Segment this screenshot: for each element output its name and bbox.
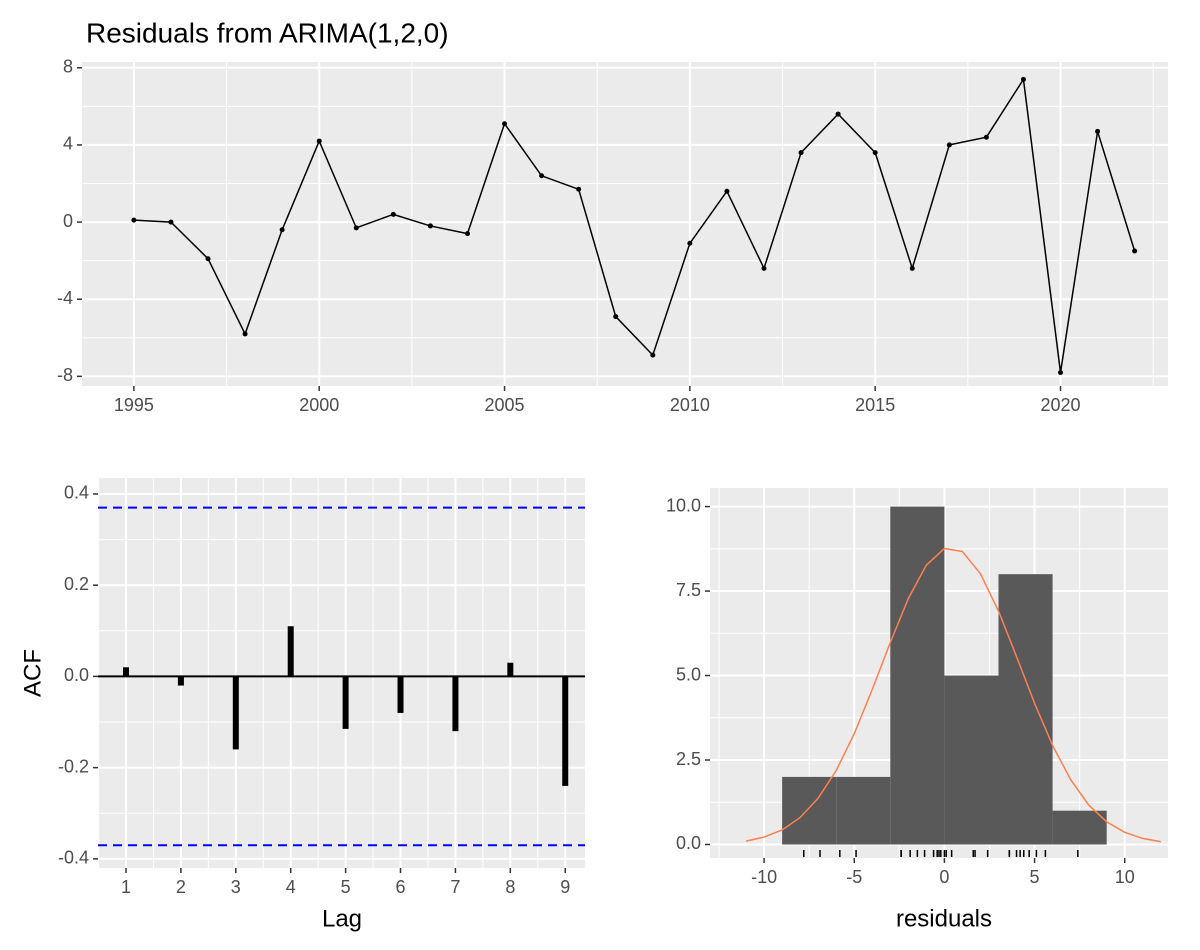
residual-point bbox=[650, 352, 656, 358]
histogram-bar bbox=[890, 506, 945, 845]
x-tick-label: 5 bbox=[1030, 867, 1040, 887]
y-tick-label: 0.4 bbox=[64, 483, 89, 503]
y-tick-label: 10.0 bbox=[666, 495, 701, 515]
x-tick-label: 2000 bbox=[299, 395, 339, 415]
residual-point bbox=[724, 188, 730, 194]
residual-point bbox=[168, 219, 174, 225]
panel bbox=[98, 478, 585, 868]
acf-bar bbox=[232, 676, 239, 750]
x-tick-label: 2005 bbox=[485, 395, 525, 415]
residual-line bbox=[133, 77, 1136, 373]
residual-point bbox=[502, 121, 508, 127]
residual-point bbox=[872, 150, 878, 156]
residual-point bbox=[242, 331, 248, 337]
y-tick-label: 2.5 bbox=[676, 749, 701, 769]
x-tick-label: 10 bbox=[1115, 867, 1135, 887]
residual-point bbox=[390, 211, 396, 217]
x-tick-label: 0 bbox=[939, 867, 949, 887]
x-axis-title: residuals bbox=[896, 905, 992, 932]
histogram-bar bbox=[836, 776, 891, 845]
residual-point bbox=[946, 142, 952, 148]
x-tick-label: 2015 bbox=[855, 395, 895, 415]
x-axis-title: Lag bbox=[322, 905, 362, 932]
histogram-bar bbox=[998, 574, 1053, 845]
x-tick-label: 2 bbox=[176, 877, 186, 897]
residual-point bbox=[279, 227, 285, 233]
residual-point bbox=[576, 186, 582, 192]
x-tick-label: 4 bbox=[286, 877, 296, 897]
residual-point bbox=[464, 231, 470, 237]
residual-point bbox=[1058, 370, 1064, 375]
y-tick-label: 5.0 bbox=[676, 664, 701, 684]
residual-point bbox=[835, 111, 841, 117]
acf-bar bbox=[562, 676, 569, 786]
x-tick-label: -5 bbox=[846, 867, 862, 887]
y-tick-label: 4 bbox=[63, 134, 73, 154]
x-tick-label: 5 bbox=[341, 877, 351, 897]
x-tick-label: 8 bbox=[505, 877, 515, 897]
residual-point bbox=[1020, 76, 1026, 82]
x-tick-label: 9 bbox=[560, 877, 570, 897]
residual-point bbox=[983, 134, 989, 140]
y-tick-label: -0.4 bbox=[58, 848, 89, 868]
residual-point bbox=[798, 150, 804, 156]
residual-point bbox=[613, 314, 619, 320]
x-tick-label: 1 bbox=[121, 877, 131, 897]
x-tick-label: 6 bbox=[396, 877, 406, 897]
panel bbox=[82, 62, 1168, 386]
acf-bar bbox=[452, 676, 459, 732]
chart-title: Residuals from ARIMA(1,2,0) bbox=[86, 17, 449, 48]
y-tick-label: 7.5 bbox=[676, 580, 701, 600]
y-tick-label: -8 bbox=[57, 365, 73, 385]
residual-point bbox=[1132, 248, 1138, 254]
residual-point bbox=[205, 256, 211, 262]
y-tick-label: 0 bbox=[63, 211, 73, 231]
histogram-bar bbox=[782, 776, 837, 845]
residual-point bbox=[427, 223, 433, 229]
y-tick-label: 8 bbox=[63, 57, 73, 77]
residual-point bbox=[539, 173, 545, 179]
x-tick-label: 2020 bbox=[1040, 395, 1080, 415]
acf-bar bbox=[123, 667, 130, 677]
y-tick-label: 0.0 bbox=[64, 665, 89, 685]
y-tick-label: -0.2 bbox=[58, 756, 89, 776]
residual-point bbox=[909, 265, 915, 271]
acf-bar bbox=[397, 676, 404, 713]
histogram-bar bbox=[1052, 810, 1107, 845]
x-tick-label: -10 bbox=[751, 867, 777, 887]
y-tick-label: 0.2 bbox=[64, 574, 89, 594]
normal-curve bbox=[745, 547, 1161, 843]
x-tick-label: 7 bbox=[450, 877, 460, 897]
residual-point bbox=[687, 240, 693, 246]
x-tick-label: 3 bbox=[231, 877, 241, 897]
acf-bar bbox=[507, 662, 514, 677]
y-tick-label: 0.0 bbox=[676, 833, 701, 853]
y-tick-label: -4 bbox=[57, 288, 73, 308]
acf-bar bbox=[177, 676, 184, 686]
residual-point bbox=[316, 138, 322, 144]
residual-point bbox=[353, 225, 359, 231]
x-tick-label: 2010 bbox=[670, 395, 710, 415]
acf-bar bbox=[287, 626, 294, 677]
y-axis-title: ACF bbox=[19, 649, 46, 697]
acf-bar bbox=[342, 676, 349, 729]
residual-point bbox=[761, 265, 767, 271]
x-tick-label: 1995 bbox=[114, 395, 154, 415]
histogram-bar bbox=[944, 675, 999, 845]
residual-point bbox=[1095, 128, 1101, 134]
residual-point bbox=[131, 217, 137, 223]
